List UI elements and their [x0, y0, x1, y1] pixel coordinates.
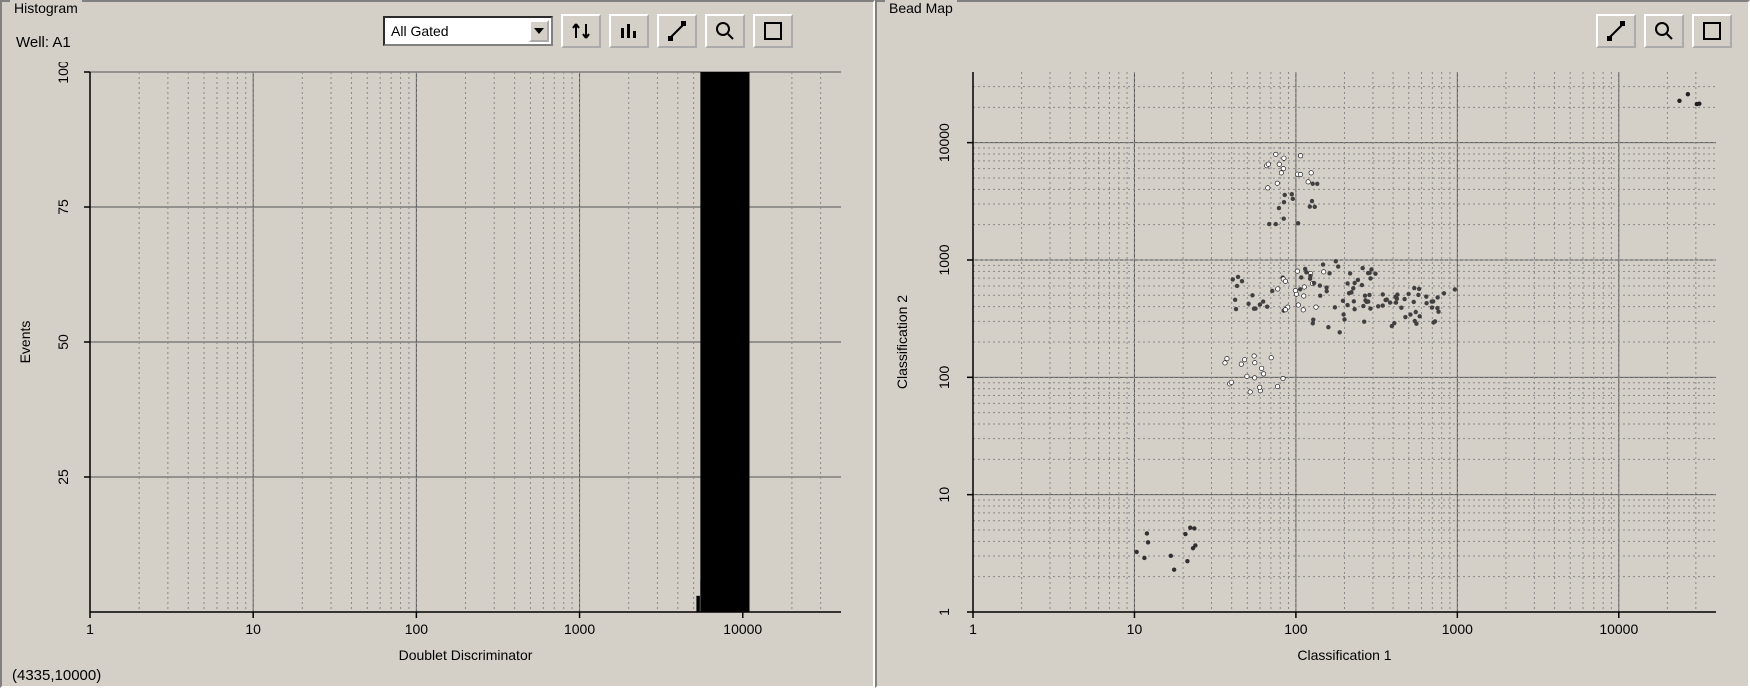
svg-text:25: 25 — [55, 469, 71, 485]
beadmap-toolbar — [1596, 14, 1732, 48]
beadmap-plot[interactable]: 1 10 100 1000 10000 1 10 100 1000 10000 Classifica… — [887, 62, 1734, 672]
histogram-panel: Histogram Well: A1 All Gated 11010010001… — [0, 0, 875, 688]
sort-icon — [570, 20, 592, 42]
bars-button[interactable] — [609, 14, 649, 48]
restore-icon — [762, 20, 784, 42]
zoom-icon — [1653, 20, 1675, 42]
sort-button[interactable] — [561, 14, 601, 48]
svg-text:50: 50 — [55, 334, 71, 350]
svg-text:Classification 2: Classification 2 — [894, 295, 910, 389]
histogram-title: Histogram — [10, 0, 82, 16]
zoom-icon — [714, 20, 736, 42]
svg-text:75: 75 — [55, 199, 71, 215]
app-root: Histogram Well: A1 All Gated 11010010001… — [0, 0, 1750, 688]
chevron-down-icon[interactable] — [529, 20, 549, 42]
svg-text:Classification 1: Classification 1 — [1297, 647, 1391, 663]
svg-text:100: 100 — [55, 62, 71, 84]
svg-text:10: 10 — [1127, 621, 1143, 637]
svg-text:Events: Events — [17, 321, 33, 364]
histogram-toolbar: All Gated — [383, 14, 793, 48]
svg-text:10000: 10000 — [936, 123, 952, 162]
restore-button[interactable] — [753, 14, 793, 48]
gate-button[interactable] — [1596, 14, 1636, 48]
restore-icon — [1701, 20, 1723, 42]
svg-text:100: 100 — [1284, 621, 1308, 637]
svg-text:1: 1 — [969, 621, 977, 637]
svg-text:100: 100 — [936, 365, 952, 389]
coord-readout: (4335,10000) — [12, 667, 101, 684]
svg-text:10: 10 — [936, 487, 952, 503]
svg-text:10000: 10000 — [1599, 621, 1638, 637]
svg-text:1000: 1000 — [1442, 621, 1473, 637]
beadmap-svg: 1 10 100 1000 10000 1 10 100 1000 10000 Classifica… — [887, 62, 1734, 672]
svg-text:1000: 1000 — [936, 244, 952, 275]
gate-dropdown-value: All Gated — [391, 23, 449, 39]
svg-text:Doublet Discriminator: Doublet Discriminator — [399, 647, 533, 663]
gate-icon — [666, 20, 688, 42]
histogram-plot[interactable]: 1 10 100 1000 10000 25 50 75 100 Doublet Discrimi… — [12, 62, 859, 672]
gate-dropdown[interactable]: All Gated — [383, 16, 553, 46]
restore-button[interactable] — [1692, 14, 1732, 48]
svg-text:10000: 10000 — [723, 621, 762, 637]
svg-text:1000: 1000 — [564, 621, 595, 637]
zoom-button[interactable] — [1644, 14, 1684, 48]
svg-text:1: 1 — [936, 608, 952, 616]
beadmap-title: Bead Map — [885, 0, 957, 16]
svg-text:1: 1 — [86, 621, 94, 637]
svg-text:10: 10 — [245, 621, 261, 637]
bars-icon — [618, 20, 640, 42]
well-label: Well: A1 — [16, 34, 71, 51]
zoom-button[interactable] — [705, 14, 745, 48]
histogram-svg: 1 10 100 1000 10000 25 50 75 100 Doublet Discrimi… — [12, 62, 859, 672]
gate-button[interactable] — [657, 14, 697, 48]
svg-text:100: 100 — [405, 621, 429, 637]
beadmap-panel: Bead Map 1 10 100 1000 10000 1 10 100 1000 10000 C… — [875, 0, 1750, 688]
gate-icon — [1605, 20, 1627, 42]
